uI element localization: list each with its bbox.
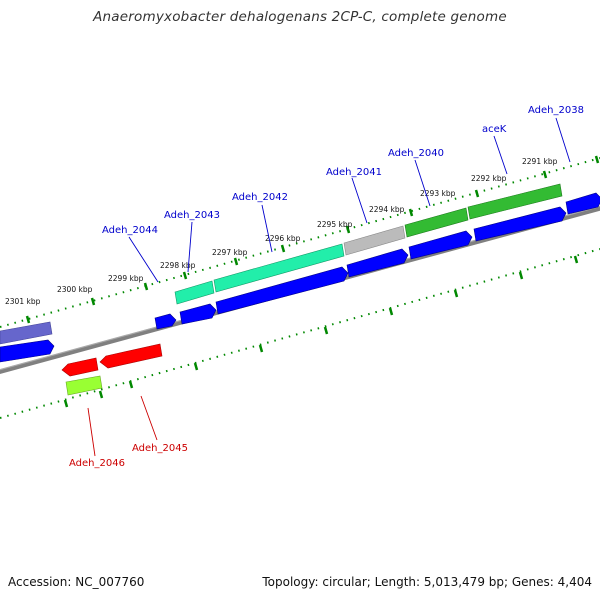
scale-ticks-top <box>25 155 600 324</box>
cds-arrow-2[interactable] <box>473 206 567 242</box>
tick-label: 2299 kbp <box>108 274 144 283</box>
gene-features-top <box>0 183 563 345</box>
gene-label-2041[interactable]: Adeh_2041 <box>326 167 382 178</box>
tick-label: 2298 kbp <box>160 261 196 270</box>
tick-label: 2292 kbp <box>471 174 507 183</box>
cds-arrow-8[interactable] <box>0 339 55 363</box>
gene-green-acek[interactable] <box>404 207 469 238</box>
cds-arrow-6[interactable] <box>179 303 217 325</box>
cds-arrow-4[interactable] <box>346 248 409 278</box>
scale-line-bottom <box>0 248 600 419</box>
gene-label-2040[interactable]: Adeh_2040 <box>388 148 444 159</box>
gene-label-acek[interactable]: aceK <box>482 124 507 135</box>
gene-teal-2042[interactable] <box>213 243 345 293</box>
scale-ticks-bottom <box>63 255 579 408</box>
gene-label-2042[interactable]: Adeh_2042 <box>232 192 288 203</box>
genome-stats-text: Topology: circular; Length: 5,013,479 bp… <box>262 575 592 589</box>
gene-features-bottom <box>61 343 163 396</box>
gene-grey-2040[interactable] <box>343 225 406 256</box>
map-title: Anaeromyxobacter dehalogenans 2CP-C, com… <box>93 9 507 25</box>
gene-label-2038[interactable]: Adeh_2038 <box>528 105 584 116</box>
gene-teal-2043[interactable] <box>174 280 215 305</box>
cds-arrow-5[interactable] <box>215 266 349 315</box>
label-leaders-bottom <box>87 395 158 457</box>
accession-text: Accession: NC_007760 <box>8 575 145 589</box>
gene-purple-2301[interactable] <box>0 321 53 345</box>
tick-label: 2296 kbp <box>265 234 301 243</box>
gene-label-2045[interactable]: Adeh_2045 <box>132 443 188 454</box>
tick-label: 2297 kbp <box>212 248 248 257</box>
gene-lime-2046[interactable] <box>65 375 103 396</box>
gene-red-2045[interactable] <box>99 343 163 369</box>
tick-label: 2301 kbp <box>5 297 41 306</box>
gene-label-2046[interactable]: Adeh_2046 <box>69 458 125 469</box>
cds-track <box>0 192 600 363</box>
tick-label: 2294 kbp <box>369 205 405 214</box>
label-leaders-top <box>128 117 571 283</box>
cds-arrow-3[interactable] <box>408 230 473 260</box>
tick-label: 2300 kbp <box>57 285 93 294</box>
gene-label-2044[interactable]: Adeh_2044 <box>102 225 158 236</box>
tick-label: 2295 kbp <box>317 220 353 229</box>
gene-red-2046[interactable] <box>61 357 99 377</box>
tick-label: 2293 kbp <box>420 189 456 198</box>
tick-label: 2291 kbp <box>522 157 558 166</box>
gene-green-2038[interactable] <box>467 183 563 220</box>
cds-arrow-7[interactable] <box>154 313 177 330</box>
gene-label-2043[interactable]: Adeh_2043 <box>164 210 220 221</box>
cds-arrow-1[interactable] <box>565 192 600 215</box>
